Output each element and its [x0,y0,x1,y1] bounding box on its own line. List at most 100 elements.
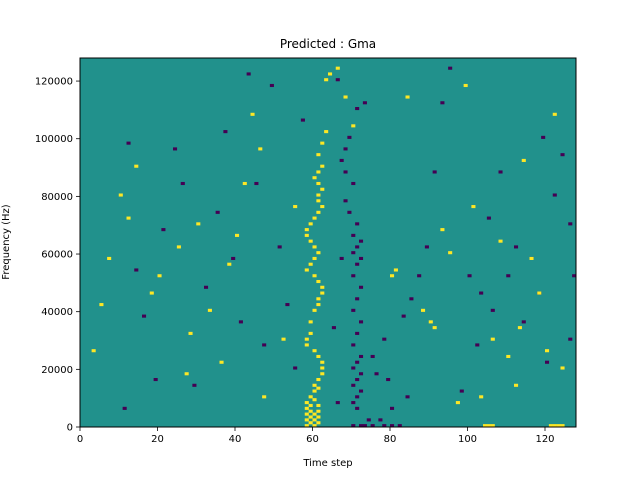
heatmap-cell-low [405,395,410,399]
heatmap-cell-high [188,331,193,335]
heatmap-cell-low [459,389,464,393]
heatmap-cell-low [277,245,282,249]
heatmap-cell-low [541,135,546,139]
heatmap-cell-low [401,314,406,318]
heatmap-cell-high [432,326,437,330]
heatmap-cell-low [335,401,340,405]
heatmap-cell-high [486,424,491,428]
heatmap-cell-high [308,403,313,408]
heatmap-cell-low [359,320,364,324]
heatmap-cell-high [304,412,309,416]
heatmap-cell-high [308,331,313,335]
heatmap-cell-high [316,210,321,214]
heatmap-cell-high [517,326,522,330]
heatmap-cell-high [320,141,325,145]
x-axis-label: Time step [302,458,352,469]
heatmap-cell-low [572,274,577,278]
heatmap-cell-high [134,164,139,168]
heatmap-cell-high [304,343,309,347]
heatmap-cell-low [355,107,360,111]
heatmap-cell-high [308,320,313,324]
heatmap-cell-high [312,245,317,249]
x-axis: 0 20 40 60 80 100 120 [77,427,555,445]
heatmap-cell-low [486,216,491,220]
heatmap-cell-low [351,366,356,370]
heatmap-cell-high [281,337,286,341]
heatmap-cell-low [215,210,220,214]
heatmap-cell-high [514,383,519,387]
heatmap-cell-high [316,181,321,186]
heatmap-cell-low [351,308,356,312]
heatmap-cell-low [382,424,387,428]
y-tick-label: 40000 [41,307,73,318]
heatmap-cell-low [262,343,267,347]
heatmap-cell-low [359,285,364,289]
heatmap-cell-low [390,424,395,428]
heatmap-cell-low [173,147,178,151]
heatmap-cell-high [227,262,232,266]
heatmap-cell-low [351,424,356,428]
heatmap-cell-low [355,245,360,249]
heatmap-cell-high [320,360,325,364]
x-tick-label: 20 [151,434,164,445]
heatmap-cell-low [370,354,375,359]
y-tick-label: 80000 [41,192,73,203]
heatmap-cell-high [552,112,557,116]
heatmap-cell-low [355,222,360,226]
heatmap-cell-high [262,395,267,399]
heatmap-cell-low [246,72,251,76]
heatmap-cell-high [91,349,96,353]
heatmap-cell-high [312,412,317,416]
heatmap-cell-high [312,424,317,428]
heatmap-cell-low [560,153,565,157]
heatmap-cell-low [366,418,371,422]
heatmap-cell-low [355,297,360,301]
heatmap-cell-low [568,222,573,226]
heatmap-cell-low [126,141,131,145]
heatmap-cell-low [359,256,364,260]
heatmap-cell-low [490,308,495,312]
heatmap-cell-low [506,274,511,278]
heatmap-cell-low [300,118,305,122]
heatmap-cell-high [490,337,495,341]
y-tick-label: 120000 [35,77,73,88]
heatmap-cell-low [440,101,445,105]
heatmap-cell-low [351,251,356,255]
heatmap-cell-low [498,170,503,174]
heatmap-cell-low [347,135,352,139]
heatmap-cell-high [219,360,224,364]
heatmap-cell-high [308,409,313,413]
heatmap-cell-low [545,360,550,364]
heatmap-cell-high [107,256,112,260]
heatmap-cell-high [320,205,325,209]
heatmap-cell-high [316,377,321,382]
heatmap-cell-high [316,354,321,359]
heatmap-cell-high [316,297,321,301]
heatmap-cell-high [405,95,410,99]
y-tick-label: 60000 [41,250,73,261]
x-tick-label: 40 [229,434,242,445]
y-tick-label: 0 [67,423,73,434]
heatmap-cell-low [386,377,391,382]
heatmap-cell-high [316,421,321,425]
heatmap-cell-high [548,424,553,428]
x-tick-label: 0 [77,434,83,445]
heatmap-cell-low [448,66,453,70]
heatmap-cell-high [184,372,189,376]
heatmap-cell-high [196,222,201,226]
heatmap-cell-low [153,377,158,382]
heatmap-cell-high [316,193,321,197]
x-tick-label: 60 [306,434,319,445]
heatmap-cell-high [126,216,131,220]
heatmap-cell-low [568,337,573,341]
heatmap-cell-high [207,308,212,312]
heatmap-cell-low [343,199,348,203]
heatmap-cell-low [359,424,364,428]
heatmap-cell-high [529,256,534,260]
heatmap-cell-low [359,239,364,243]
heatmap-cell-high [176,245,181,249]
heatmap-cell-high [316,170,321,174]
heatmap-cell-high [324,130,329,134]
heatmap-cell-low [378,418,383,422]
heatmap-cell-high [312,216,317,220]
